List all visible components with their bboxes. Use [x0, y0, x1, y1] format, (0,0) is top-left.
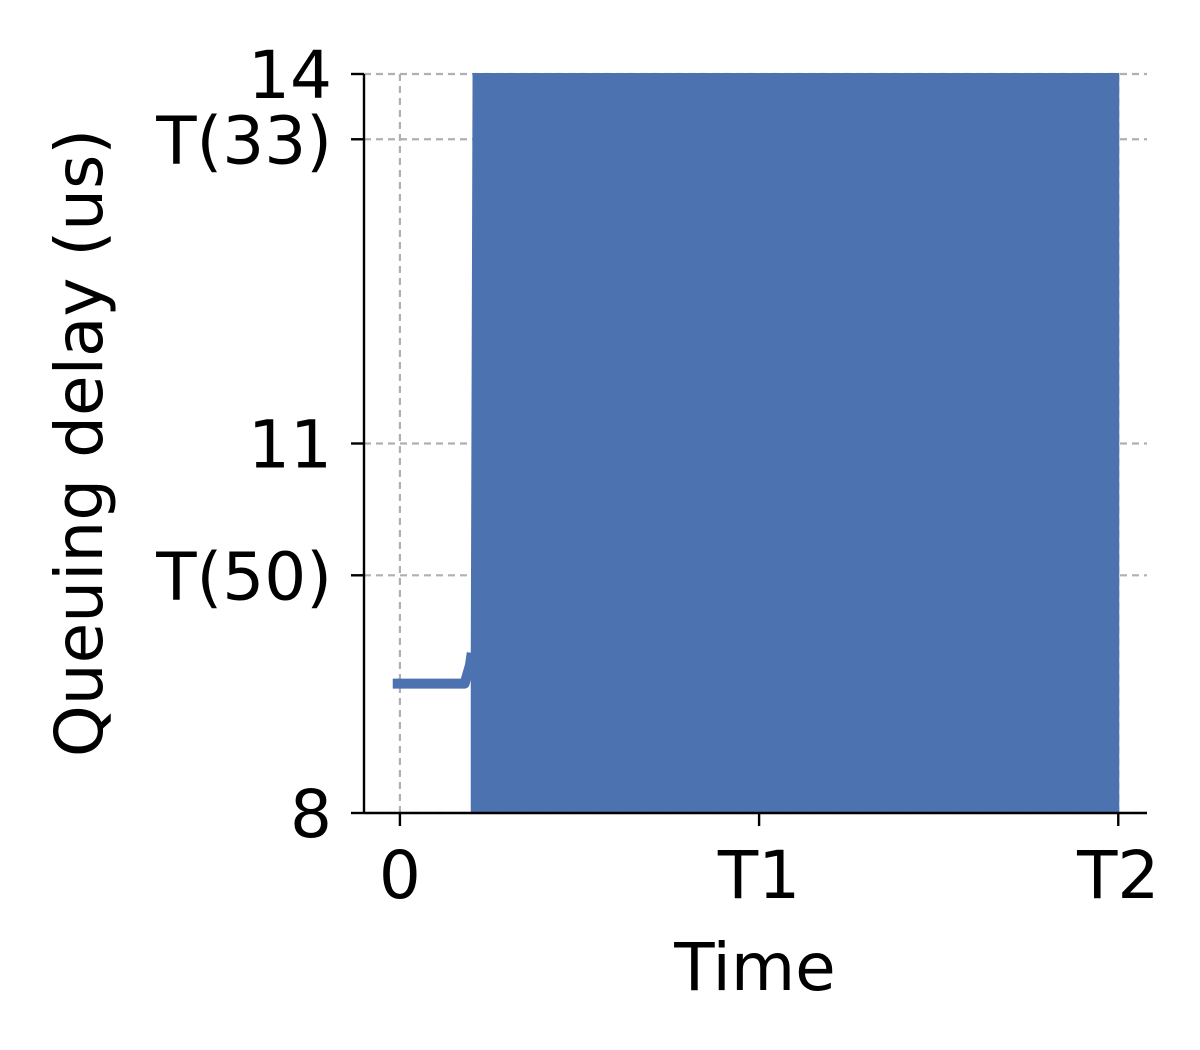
y-axis-ticks: 8 T(50) 11 T(33)14 — [155, 37, 364, 853]
y-tick-label: 14 — [248, 37, 332, 114]
x-axis-label: Time — [673, 929, 836, 1006]
x-tick-label: T2 — [1076, 837, 1159, 914]
x-tick-label: T1 — [717, 837, 800, 914]
series-line — [392, 652, 477, 689]
y-tick-label: 8 — [290, 776, 332, 853]
x-axis-ticks: 0 T1 T2 — [379, 813, 1159, 914]
x-tick-label: 0 — [379, 837, 421, 914]
y-tick-label: T(33) — [155, 102, 332, 179]
y-axis-label: Queuing delay (us) — [41, 129, 118, 757]
series-band — [470, 73, 1120, 814]
plot-area — [392, 73, 1120, 814]
y-tick-label: T(50) — [155, 538, 332, 615]
y-tick-label: 11 — [248, 407, 332, 484]
